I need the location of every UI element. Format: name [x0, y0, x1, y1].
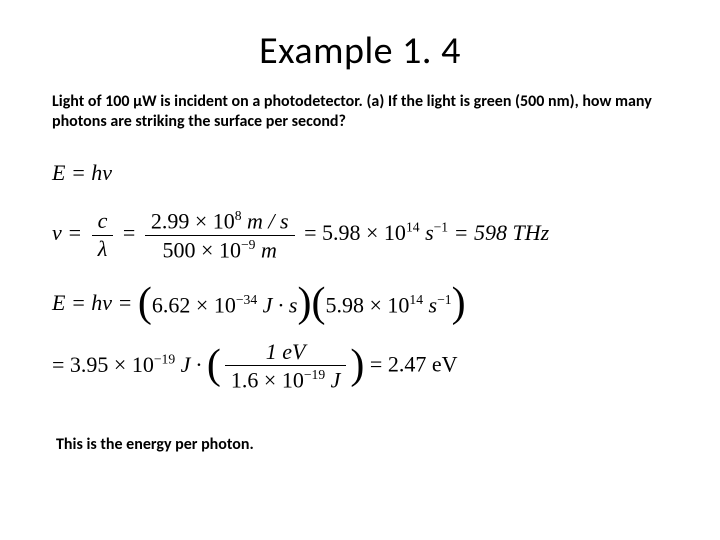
- eq1-text: E = hν: [52, 160, 112, 185]
- problem-statement: Light of 100 μW is incident on a photode…: [0, 92, 720, 132]
- eq3-p2: 5.98 × 1014 s−1: [325, 292, 451, 318]
- equation-2: ν = c λ = 2.99 × 108 m / s 500 × 10−9 m …: [52, 208, 668, 262]
- eq2-frac1-den: λ: [92, 236, 114, 261]
- eq3-p1: 6.62 × 10−34 J · s: [152, 292, 298, 318]
- eq2-frac2-den: 500 × 10−9 m: [145, 236, 295, 263]
- eq2-frac1-num: c: [92, 209, 114, 235]
- eq4-frac-den: 1.6 × 10−19 J: [225, 366, 347, 393]
- eq4-frac: 1 eV 1.6 × 10−19 J: [225, 340, 347, 393]
- eq4-lhs: = 3.95 × 10−19 J ·: [52, 352, 207, 377]
- equation-1: E = hν: [52, 160, 668, 186]
- footer-note: This is the energy per photon.: [0, 415, 720, 454]
- eq2-eq: =: [123, 220, 141, 245]
- rparen-icon: ): [452, 280, 466, 326]
- eq4-rhs: = 2.47 eV: [370, 352, 458, 377]
- equation-3: E = hν = ( 6.62 × 10−34 J · s )( 5.98 × …: [52, 290, 668, 318]
- rparen-icon: ): [297, 280, 311, 326]
- eq2-rhs: = 5.98 × 1014 s−1 = 598 THz: [304, 220, 549, 245]
- lparen-icon: (: [311, 280, 325, 326]
- lparen-icon: (: [207, 342, 221, 388]
- eq2-frac2: 2.99 × 108 m / s 500 × 10−9 m: [145, 208, 295, 262]
- slide-title: Example 1. 4: [0, 0, 720, 92]
- eq2-lhs: ν =: [52, 220, 88, 245]
- eq3-lhs: E = hν =: [52, 290, 138, 315]
- eq4-frac-num: 1 eV: [225, 340, 347, 366]
- eq2-frac1: c λ: [92, 209, 114, 260]
- equations-block: E = hν ν = c λ = 2.99 × 108 m / s 500 × …: [0, 132, 720, 393]
- rparen-icon: ): [350, 342, 364, 388]
- equation-4: = 3.95 × 10−19 J · ( 1 eV 1.6 × 10−19 J …: [52, 340, 668, 393]
- eq2-frac2-num: 2.99 × 108 m / s: [145, 208, 295, 236]
- lparen-icon: (: [138, 280, 152, 326]
- slide: Example 1. 4 Light of 100 μW is incident…: [0, 0, 720, 540]
